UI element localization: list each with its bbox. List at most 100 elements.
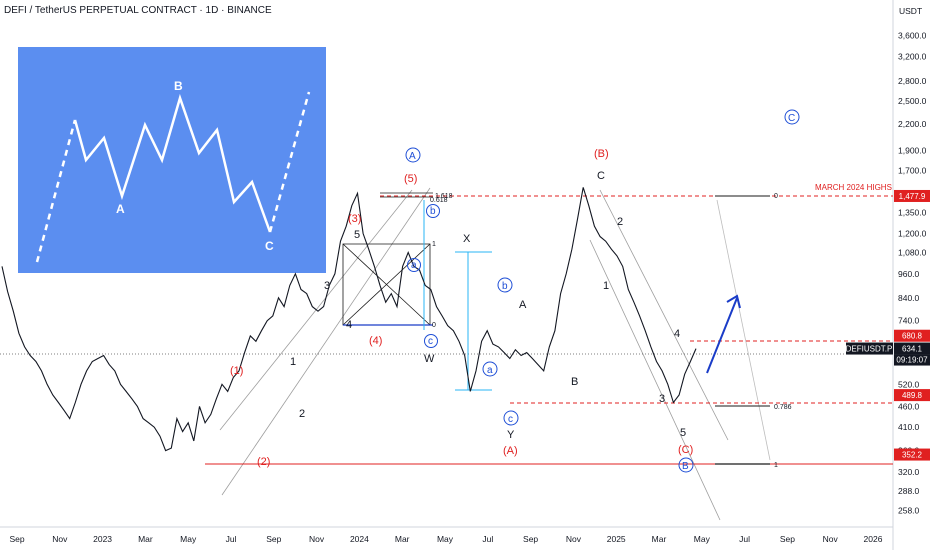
arrow-shaft [706, 297, 738, 374]
y-tick-label: 2,500.0 [898, 96, 927, 106]
x-tick-label: Jul [739, 534, 750, 544]
y-axis-ticks: 3,600.0 3,200.0 2,800.0 2,500.0 2,200.0 1,900… [898, 30, 927, 515]
wave-red-a: (A) [503, 445, 518, 457]
price-tag-bg [894, 342, 930, 355]
x-tick-label: Nov [52, 534, 68, 544]
y-tick-label: 3,200.0 [898, 52, 927, 62]
wave-blue-a-small: a [411, 260, 417, 271]
wave-black-5: 5 [354, 229, 360, 241]
wave-blue-a-mid: a [487, 365, 493, 376]
price-tag-label: 680.8 [902, 332, 923, 341]
y-tick-label: 258.0 [898, 506, 920, 516]
y-tick-label: 840.0 [898, 293, 920, 303]
wave-black-x: X [463, 233, 471, 245]
wave-red-2: (2) [257, 456, 270, 468]
x-tick-label: Jul [226, 534, 237, 544]
x-tick-label: 2025 [607, 534, 626, 544]
y-tick-label: 1,080.0 [898, 248, 927, 258]
x-tick-label: Sep [9, 534, 24, 544]
wave-red-c: (C) [678, 444, 693, 456]
fib-1-label: 1 [774, 462, 778, 469]
fib-small-1-label: 1 [432, 241, 436, 248]
x-tick-label: Nov [566, 534, 582, 544]
y-tick-label: 1,900.0 [898, 146, 927, 156]
price-tag-label: 634.1 [902, 345, 923, 354]
level-lines [0, 192, 893, 465]
x-tick-label: 2026 [864, 534, 883, 544]
x-tick-label: Mar [395, 534, 410, 544]
fib-small-0-label: 0 [432, 322, 436, 329]
y-tick-label: 460.0 [898, 401, 920, 411]
price-tag: 680.8 [894, 329, 930, 342]
march-highs-label: MARCH 2024 HIGHS [815, 183, 892, 192]
wave-red-4: (4) [369, 335, 382, 347]
blue-circle-b-small [426, 204, 440, 218]
blue-circle-c-small [424, 334, 438, 348]
price-tag-bg [894, 448, 930, 461]
x-tick-label: Sep [523, 534, 538, 544]
inset-background [18, 47, 326, 273]
inset-label-a: A [116, 202, 125, 216]
wave-blue-c-mid: c [508, 414, 513, 425]
blue-circle-b-low [678, 457, 694, 473]
projection-line [716, 199, 771, 461]
price-tag: 489.8 [894, 389, 930, 402]
x-tick-label: 2023 [93, 534, 112, 544]
wave-black-1: 1 [290, 356, 296, 368]
inset-projection [268, 91, 311, 233]
x-tick-label: May [180, 534, 197, 544]
symbol-tag: DEFIUSDT.P [846, 342, 893, 355]
price-tag-label: 489.8 [902, 391, 923, 400]
y-tick-label: 288.0 [898, 486, 920, 496]
channel-lower [221, 187, 431, 496]
triangle-diag-2 [342, 243, 431, 326]
wave-red-3: (3) [348, 213, 361, 225]
inset-label-b: B [174, 79, 183, 93]
wave-black-y: Y [507, 429, 515, 441]
wave-blue-c-target: C [788, 113, 795, 124]
x-tick-label: Sep [780, 534, 795, 544]
x-tick-label: Nov [823, 534, 839, 544]
x-tick-label: Jul [482, 534, 493, 544]
wave-black-w: W [424, 353, 435, 365]
wave-black-3: 3 [324, 280, 330, 292]
wave-red-b: (B) [594, 148, 609, 160]
wave-black-3b: 3 [659, 393, 665, 405]
wave-blue-b-mid: b [502, 281, 508, 292]
inset-lead-in [35, 119, 77, 263]
y-tick-label: 960.0 [898, 269, 920, 279]
x-tick-label: Sep [266, 534, 281, 544]
wave-black-a: A [519, 299, 527, 311]
fib-0618-label: 0.618 [430, 197, 448, 204]
price-series-line [1, 187, 697, 452]
chart-title: DEFI / TetherUS PERPETUAL CONTRACT · 1D … [4, 5, 272, 16]
y-tick-label: 520.0 [898, 379, 920, 389]
y-tick-label: 1,200.0 [898, 229, 927, 239]
blue-circle-c-target [784, 109, 800, 125]
wave-black-2: 2 [299, 408, 305, 420]
blue-circle-a-top [405, 147, 421, 163]
arrow-head [726, 294, 741, 309]
wave-red-1: (1) [230, 365, 243, 377]
y-tick-label: 740.0 [898, 316, 920, 326]
projection-arrow [706, 294, 741, 374]
price-tag: 1,477.9 [894, 189, 930, 202]
fib-1618-label: 1.618 [435, 193, 453, 200]
countdown-label: 09:19:07 [896, 356, 928, 365]
wave-black-4b: 4 [674, 328, 680, 340]
blue-circle-b-mid [497, 277, 513, 293]
price-tag-label: 1,477.9 [899, 192, 926, 201]
price-tag-bg [894, 329, 930, 342]
y-tick-label: 320.0 [898, 467, 920, 477]
x-axis-ticks: Sep Nov 2023 Mar May Jul Sep Nov 2024 Mar May Jul Se… [9, 534, 882, 544]
wave-labels: (1) (2) (3) (4) (5) (A) (B) (C) 1 2 3 4 … [230, 148, 693, 468]
wave-black-1b: 1 [603, 280, 609, 292]
x-tick-label: Mar [652, 534, 667, 544]
symbol-tag-label: DEFIUSDT.P [846, 345, 893, 354]
price-tag: 634.1 [894, 342, 930, 355]
x-tick-label: Mar [138, 534, 153, 544]
y-tick-label: 2,800.0 [898, 76, 927, 86]
blue-circled-waves: A a b c b a c B C [405, 109, 800, 473]
wave-black-c: C [597, 170, 605, 182]
